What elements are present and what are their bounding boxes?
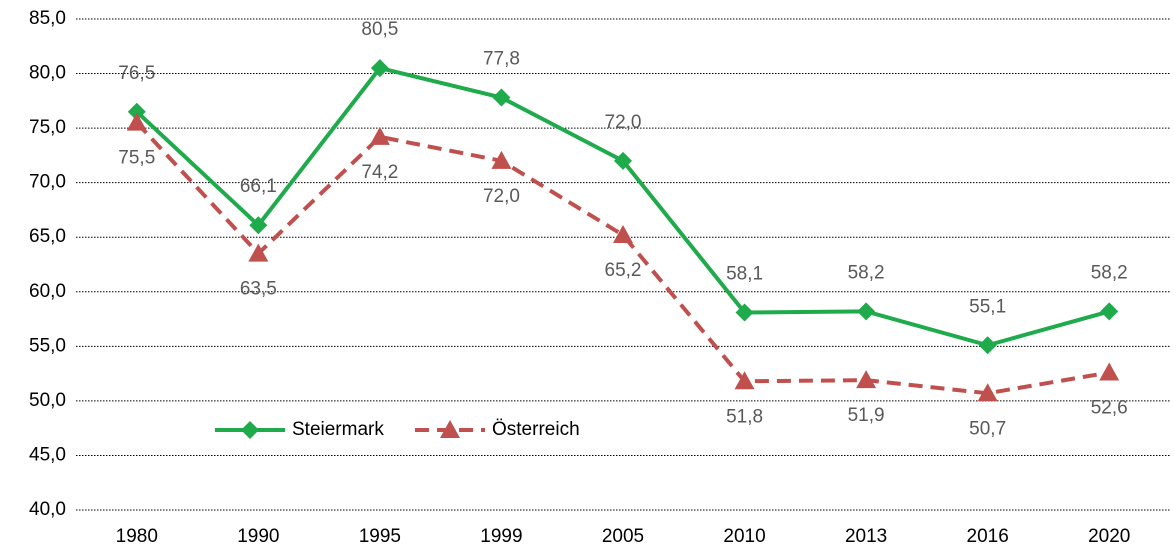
data-label: 80,5 [361, 19, 398, 40]
x-tick-label: 1980 [116, 526, 158, 547]
point-marker [614, 151, 632, 170]
point-marker [127, 102, 146, 121]
data-label: 74,2 [361, 162, 398, 183]
data-label: 65,2 [605, 260, 642, 281]
x-tick-label: 1995 [359, 526, 401, 547]
data-label: 50,7 [969, 418, 1006, 439]
data-label: 58,1 [726, 264, 763, 285]
x-tick-label: 2020 [1088, 526, 1130, 547]
x-tick-label: 2005 [602, 526, 644, 547]
y-tick-label: 65,0 [29, 226, 66, 247]
legend-label: Österreich [492, 419, 580, 440]
point-marker [735, 303, 754, 322]
data-label: 51,9 [848, 405, 885, 426]
point-marker [1100, 302, 1119, 321]
y-tick-label: 45,0 [29, 444, 66, 465]
point-marker [126, 112, 147, 131]
data-label: 51,8 [726, 406, 763, 427]
point-marker [978, 336, 997, 355]
point-marker [977, 383, 998, 402]
data-label: 75,5 [118, 148, 155, 169]
point-marker [856, 370, 877, 389]
point-marker [1099, 362, 1120, 381]
series-line [135, 66, 1110, 348]
y-tick-label: 50,0 [29, 390, 66, 411]
data-label: 63,5 [240, 279, 277, 300]
data-label: 55,1 [969, 296, 1006, 317]
y-tick-label: 80,0 [29, 63, 66, 84]
x-tick-label: 1999 [480, 526, 522, 547]
y-tick-label: 60,0 [29, 281, 66, 302]
data-label: 52,6 [1091, 398, 1128, 419]
y-tick-label: 85,0 [29, 8, 66, 29]
legend-marker [440, 420, 460, 438]
data-label: 72,0 [483, 186, 520, 207]
data-label: 58,2 [848, 262, 885, 283]
y-tick-label: 40,0 [29, 499, 66, 520]
point-marker [369, 126, 390, 145]
y-tick-label: 75,0 [29, 117, 66, 138]
x-tick-label: 2013 [845, 526, 887, 547]
data-label: 72,0 [605, 112, 642, 133]
legend-label: Steiermark [292, 419, 384, 440]
x-tick-label: 1990 [237, 526, 279, 547]
point-marker [857, 302, 876, 321]
point-marker [492, 88, 511, 107]
x-tick-label: 2010 [723, 526, 765, 547]
point-marker [248, 243, 269, 262]
point-marker [734, 371, 755, 390]
data-label: 76,5 [118, 63, 155, 84]
data-label: 58,2 [1091, 262, 1128, 283]
y-tick-label: 55,0 [29, 335, 66, 356]
y-tick-label: 70,0 [29, 172, 66, 193]
point-marker [491, 150, 512, 169]
data-label: 77,8 [483, 49, 520, 70]
data-label: 66,1 [240, 176, 277, 197]
x-tick-label: 2016 [967, 526, 1009, 547]
point-marker [249, 216, 268, 235]
point-marker [613, 225, 633, 244]
point-marker [370, 59, 389, 78]
legend-marker [241, 421, 259, 439]
